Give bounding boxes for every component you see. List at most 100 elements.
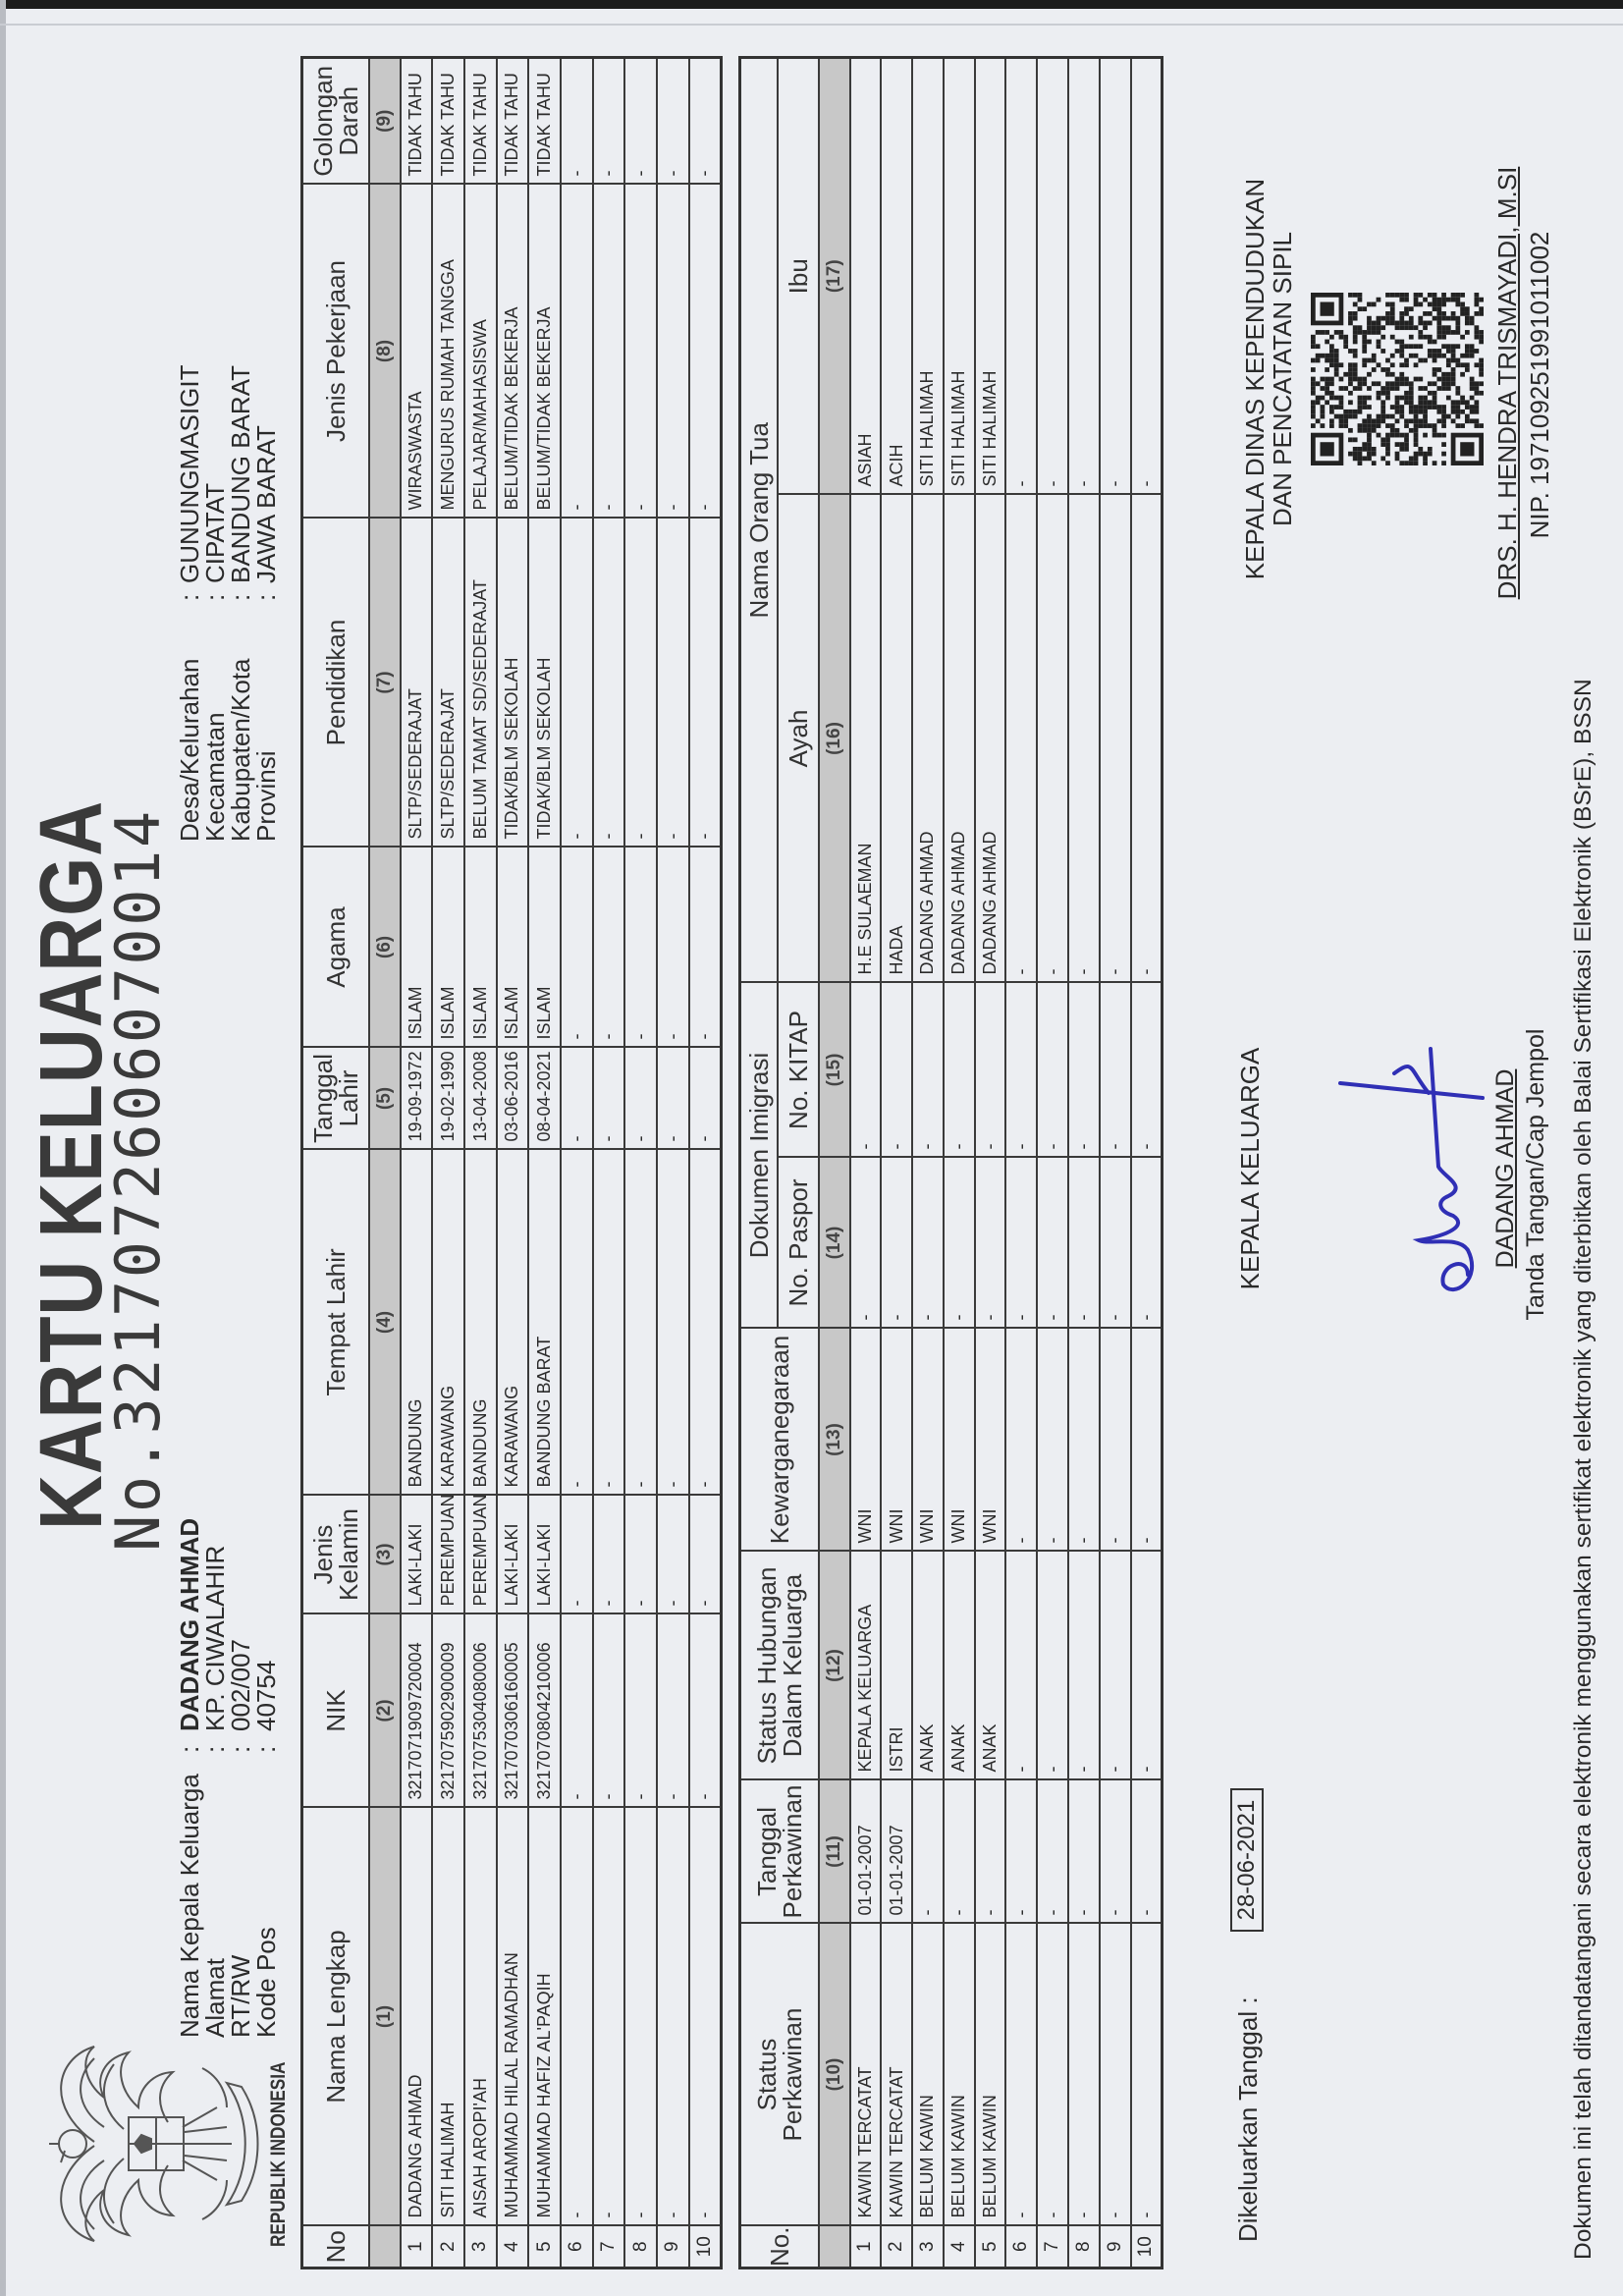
qr-module (1385, 357, 1390, 363)
table-cell: - (688, 518, 722, 847)
table-cell: - (1130, 494, 1163, 983)
qr-module (1385, 386, 1390, 391)
qr-module (1413, 456, 1419, 462)
qr-module (1427, 334, 1433, 340)
qr-module (1325, 330, 1330, 335)
qr-module (1404, 437, 1409, 443)
qr-module (1367, 405, 1372, 410)
qr-module (1343, 418, 1349, 424)
table-cell: KAWIN TERCATAT (849, 1923, 882, 2226)
table-row: 3 BELUM KAWIN - ANAK WNI - - DADANG AHMAD SITI H… (912, 57, 944, 2269)
qr-module (1389, 371, 1395, 377)
qr-module (1441, 442, 1446, 447)
qr-module (1469, 405, 1475, 410)
table-cell: DADANG AHMAD (943, 494, 975, 983)
table-cell: 3217075304080006 (463, 1613, 497, 1808)
qr-module (1474, 297, 1480, 302)
qr-module (1338, 334, 1344, 340)
qr-module (1427, 405, 1433, 410)
info-label: Kabupaten/Kota (226, 658, 255, 843)
qr-module (1325, 390, 1330, 396)
qr-module (1357, 409, 1363, 414)
qr-module (1423, 432, 1428, 438)
qr-module (1385, 446, 1390, 452)
qr-module (1357, 446, 1363, 452)
qr-module (1455, 320, 1461, 326)
qr-module (1367, 446, 1372, 452)
family-head-info: Nama Kepala Keluarga: DADANG AHMAD Alamat… (175, 1518, 281, 2038)
info-colon: : (175, 1745, 204, 1753)
qr-module (1343, 386, 1349, 391)
table-cell: - (592, 1495, 625, 1614)
table-cell: TIDAK TAHU (528, 57, 561, 185)
table-cell: - (1037, 982, 1069, 1158)
qr-module (1357, 330, 1363, 335)
qr-module (1413, 442, 1419, 447)
qr-module (1389, 362, 1395, 368)
qr-module (1460, 353, 1465, 358)
row-number-cell: 2 (881, 2225, 913, 2269)
qr-module (1441, 376, 1446, 382)
qr-module (1362, 381, 1368, 387)
table-cell: - (657, 1047, 689, 1150)
qr-module (1418, 405, 1424, 410)
qr-module (1394, 418, 1400, 424)
qr-module (1380, 325, 1386, 331)
qr-module (1474, 311, 1480, 316)
qr-module (1329, 390, 1334, 396)
qr-module (1376, 418, 1381, 424)
column-header: Status Perkawinan (739, 1923, 819, 2226)
table-row: 10- - - - - - - - - (688, 57, 722, 2269)
table-cell: - (849, 1157, 882, 1329)
qr-module (1367, 437, 1372, 443)
qr-module (1329, 344, 1334, 350)
qr-module (1380, 400, 1386, 406)
qr-module (1376, 330, 1381, 335)
qr-module (1325, 400, 1330, 406)
table-cell: TIDAK TAHU (463, 57, 497, 185)
qr-module (1427, 349, 1433, 354)
qr-module (1311, 376, 1316, 382)
qr-module (1352, 451, 1358, 457)
qr-module (1455, 400, 1461, 406)
row-number-cell: 5 (974, 2225, 1006, 2269)
qr-module (1376, 315, 1381, 321)
table-cell: AISAH AROPI'AH (463, 1807, 497, 2226)
qr-module (1348, 451, 1353, 457)
qr-code-icon (1311, 292, 1484, 465)
family-members-table: No Nama Lengkap NIK Jenis Kelamin Tempat… (300, 56, 723, 2269)
qr-module (1464, 349, 1470, 354)
qr-module (1436, 330, 1442, 335)
qr-module (1423, 386, 1428, 391)
table-cell: 3217070804210006 (528, 1613, 561, 1808)
qr-module (1348, 292, 1353, 298)
qr-module (1469, 381, 1475, 387)
column-header: Golongan Darah (301, 57, 369, 185)
column-number: (1) (368, 1807, 401, 2226)
qr-module (1348, 409, 1353, 414)
table-row: 6--------- (560, 57, 593, 2269)
column-number: (17) (818, 57, 850, 495)
info-value: CIPATAT (200, 482, 230, 583)
qr-module (1320, 395, 1325, 401)
qr-module (1399, 432, 1405, 438)
qr-module (1413, 376, 1419, 382)
table-row: 5 MUHAMMAD HAFIZ AL'PAQIH 3217070804210006… (528, 57, 561, 2269)
table-cell: - (560, 1495, 593, 1614)
qr-module (1362, 330, 1368, 335)
table-header-row: No. Status Perkawinan Tanggal Perkawinan… (739, 57, 819, 2269)
column-header: No. KITAP (777, 982, 819, 1158)
qr-module (1408, 461, 1414, 465)
qr-module (1441, 344, 1446, 350)
qr-module (1441, 292, 1446, 298)
qr-module (1394, 325, 1400, 331)
qr-module (1436, 325, 1442, 331)
qr-module (1441, 330, 1446, 335)
qr-module (1418, 315, 1424, 321)
qr-module (1371, 381, 1377, 387)
qr-module (1408, 395, 1414, 401)
qr-module (1348, 371, 1353, 377)
qr-module (1333, 357, 1339, 363)
qr-module (1450, 349, 1456, 354)
info-row-head-name: Nama Kepala Keluarga: DADANG AHMAD (175, 1518, 204, 2038)
